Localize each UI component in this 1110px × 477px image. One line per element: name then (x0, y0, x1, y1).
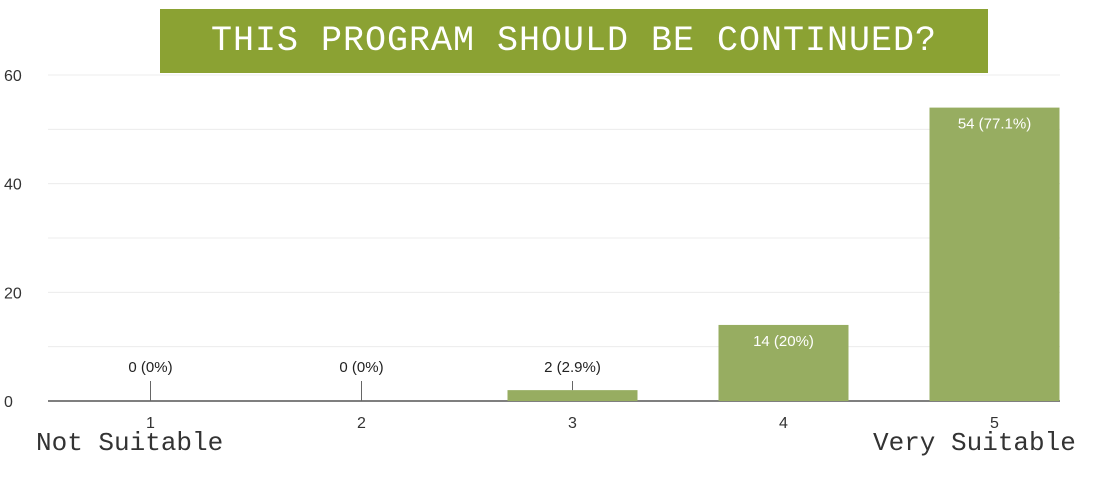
x-tick-label: 5 (990, 415, 999, 432)
x-tick-label: 2 (357, 415, 366, 432)
y-tick-label: 40 (4, 177, 22, 194)
data-label: 0 (0%) (339, 359, 383, 376)
bars (507, 107, 1060, 401)
bar (929, 107, 1060, 401)
data-label: 14 (20%) (753, 333, 814, 350)
x-tick-label: 4 (779, 415, 788, 432)
bar (507, 390, 638, 401)
y-tick-label: 20 (4, 285, 22, 302)
y-tick-label: 60 (4, 68, 22, 85)
scale-high-label: Very Suitable (873, 428, 1076, 458)
bar (718, 324, 849, 401)
x-tick-label: 3 (568, 415, 577, 432)
data-labels: 0 (0%) 0 (0%) 2 (2.9%) 14 (20%) 54 (77.1%) (128, 116, 1031, 401)
gridlines (48, 74, 1060, 348)
y-tick-label: 0 (4, 394, 13, 411)
data-label: 54 (77.1%) (958, 116, 1031, 133)
data-label: 2 (2.9%) (544, 359, 601, 376)
chart-title: THIS PROGRAM SHOULD BE CONTINUED? (160, 9, 988, 73)
scale-low-label: Not Suitable (36, 428, 224, 458)
x-tick-label: 1 (146, 415, 155, 432)
axes: 0 20 40 60 1 2 3 4 5 (4, 68, 1060, 432)
data-label: 0 (0%) (128, 359, 172, 376)
